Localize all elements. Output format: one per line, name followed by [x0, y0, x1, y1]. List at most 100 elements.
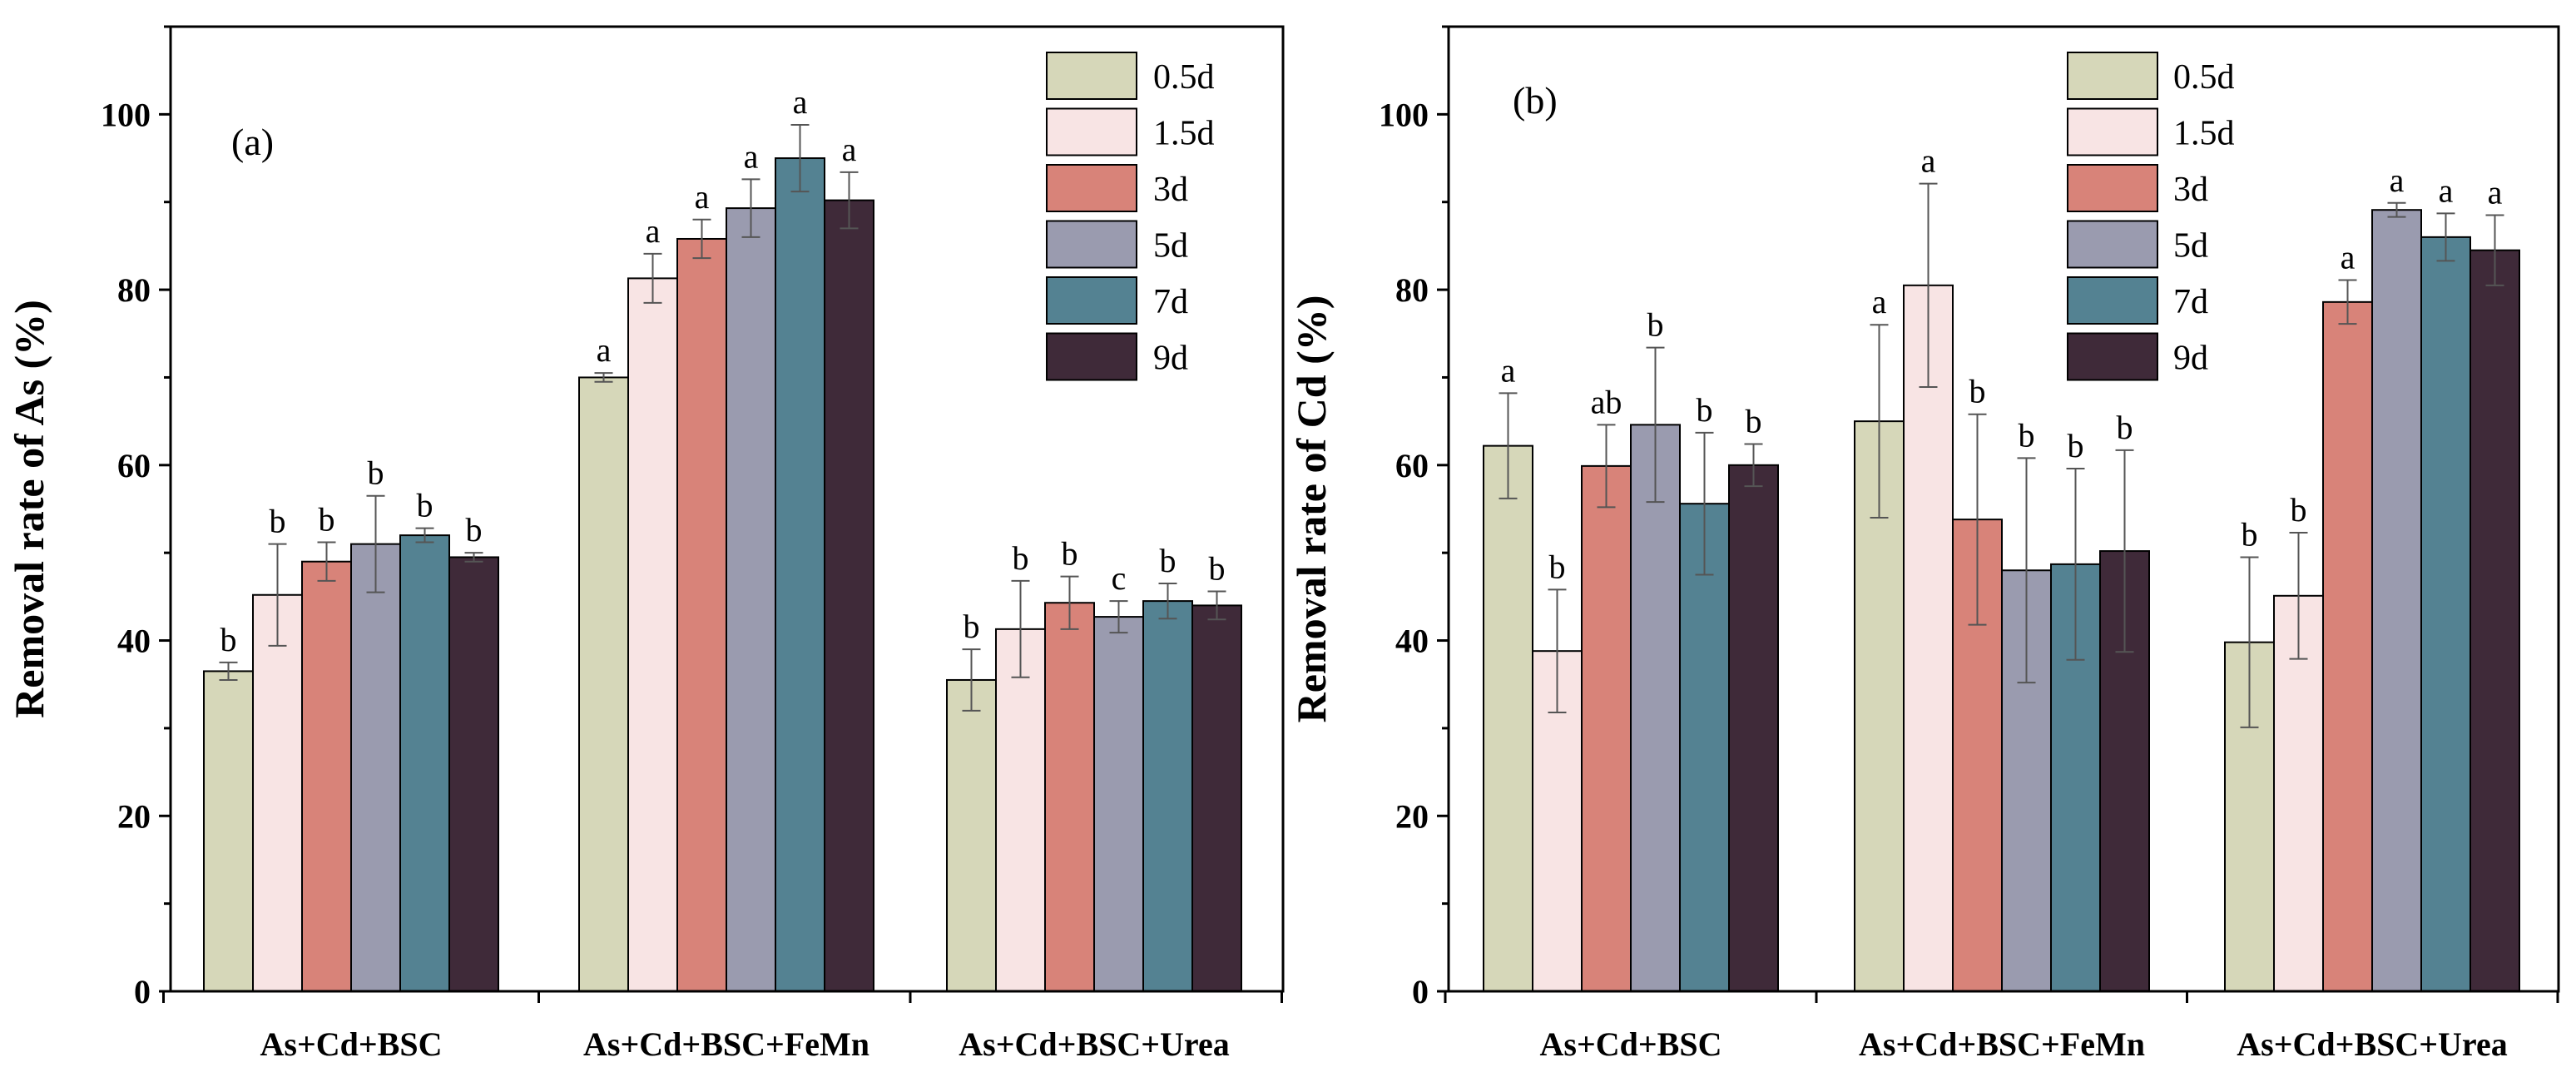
bar — [946, 678, 997, 993]
bar — [1581, 464, 1632, 992]
y-tick-label: 0 — [1412, 973, 1429, 1010]
y-tick-label: 80 — [1395, 271, 1429, 309]
legend-swatch — [2067, 107, 2158, 156]
bar — [2420, 236, 2471, 992]
bar — [1142, 600, 1193, 993]
significance-label: a — [2341, 239, 2356, 276]
bar — [350, 543, 401, 992]
legend: 0.5d 1.5d 3d 5d 7d 9d — [1046, 52, 1215, 381]
bar — [1630, 424, 1681, 993]
significance-label: b — [220, 621, 237, 658]
significance-label: b — [1549, 548, 1566, 585]
legend-entry: 5d — [2173, 227, 2208, 266]
bar — [1903, 284, 1954, 992]
bar — [824, 199, 874, 992]
bar — [1093, 616, 1144, 993]
significance-label: b — [2019, 416, 2035, 454]
axes-frame — [1447, 25, 2560, 993]
legend-entry: 5d — [1153, 227, 1188, 266]
legend-swatch — [1046, 107, 1137, 156]
significance-label: c — [1112, 559, 1127, 597]
legend-entry: 9d — [1153, 340, 1188, 378]
significance-label: a — [1501, 351, 1516, 389]
y-tick-label: 60 — [1395, 447, 1429, 484]
x-category-label: As+Cd+BSC — [1540, 1025, 1722, 1063]
bar — [775, 157, 825, 992]
bar — [301, 560, 352, 992]
x-category-label: As+Cd+BSC+FeMn — [583, 1025, 869, 1063]
legend-entry: 7d — [1153, 283, 1188, 321]
bar — [2371, 209, 2422, 992]
bar — [2322, 300, 2373, 993]
significance-label: b — [319, 501, 335, 539]
significance-label: a — [793, 83, 808, 121]
significance-label: a — [1872, 283, 1887, 320]
axes-frame — [169, 25, 1285, 993]
significance-label: b — [2291, 491, 2307, 529]
y-tick-label: 40 — [117, 623, 151, 660]
panel-label: (b) — [1513, 79, 1558, 122]
legend-entry: 3d — [2173, 171, 2208, 209]
bar — [1044, 602, 1095, 992]
significance-label: ab — [1591, 383, 1622, 420]
significance-label: b — [1746, 403, 1762, 440]
y-tick-label: 60 — [117, 447, 151, 484]
bar — [995, 628, 1046, 993]
y-tick-label: 20 — [1395, 797, 1429, 835]
significance-label: a — [1921, 142, 1936, 180]
significance-label: a — [695, 178, 710, 216]
significance-label: b — [1013, 539, 1029, 577]
y-tick-label: 0 — [134, 973, 151, 1010]
bar — [2469, 249, 2520, 993]
significance-label: a — [2488, 174, 2503, 211]
y-axis-title: Removal rate of Cd (%) — [1288, 295, 1335, 723]
bar — [1191, 604, 1242, 993]
legend-entry: 7d — [2173, 283, 2208, 321]
significance-label: b — [1647, 306, 1664, 344]
bar — [1679, 503, 1730, 992]
x-category-label: As+Cd+BSC+Urea — [959, 1025, 1229, 1063]
significance-label: b — [1062, 535, 1078, 573]
legend-entry: 1.5d — [2173, 115, 2235, 153]
legend-entry: 0.5d — [2173, 58, 2235, 97]
bar — [1728, 464, 1779, 992]
significance-label: a — [2439, 171, 2454, 209]
significance-label: a — [597, 331, 612, 369]
significance-label: b — [964, 608, 980, 645]
y-tick-label: 40 — [1395, 623, 1429, 660]
significance-label: b — [2242, 515, 2258, 553]
legend-swatch — [1046, 220, 1137, 269]
legend-swatch — [2067, 332, 2158, 381]
bar — [203, 670, 254, 992]
significance-label: b — [2068, 427, 2084, 464]
bar — [676, 237, 727, 993]
x-category-label: As+Cd+BSC — [260, 1025, 443, 1063]
y-tick-label: 100 — [1379, 96, 1429, 133]
legend-entry: 3d — [1153, 171, 1188, 209]
panel-label: (a) — [231, 121, 274, 163]
legend-swatch — [2067, 164, 2158, 212]
legend-entry: 1.5d — [1153, 115, 1215, 153]
bar — [448, 556, 499, 992]
significance-label: b — [466, 511, 483, 548]
legend-entry: 0.5d — [1153, 58, 1215, 97]
bar — [627, 277, 678, 993]
significance-label: b — [417, 487, 433, 524]
bar — [399, 534, 450, 992]
significance-label: a — [646, 212, 661, 250]
bar — [1483, 444, 1533, 992]
legend-swatch — [1046, 276, 1137, 325]
bar — [252, 593, 303, 992]
significance-label: b — [270, 503, 286, 540]
legend-swatch — [2067, 276, 2158, 325]
bar — [726, 207, 776, 992]
legend-swatch — [1046, 164, 1137, 212]
legend-swatch — [2067, 52, 2158, 100]
significance-label: b — [368, 454, 384, 492]
significance-label: b — [1160, 542, 1177, 579]
significance-label: a — [2390, 161, 2405, 199]
significance-label: b — [2117, 409, 2133, 446]
